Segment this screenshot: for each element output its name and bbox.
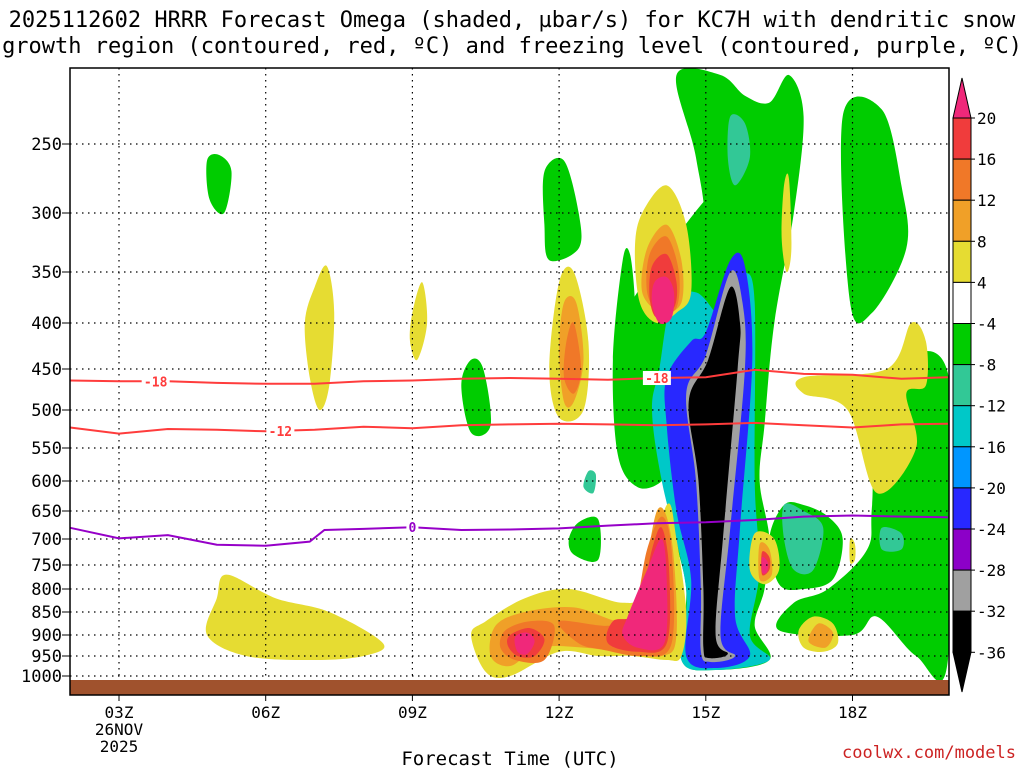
y-tick-label: 850 [31, 603, 62, 623]
colorbar-label: 20 [977, 109, 996, 128]
omega-region [568, 516, 601, 562]
terrain [70, 680, 949, 695]
colorbar-label: -8 [977, 356, 996, 375]
x-tick-label: 12Z [545, 703, 574, 722]
omega-region [879, 526, 904, 552]
omega-region [781, 173, 792, 273]
x-tick-date: 26NOV [95, 720, 144, 739]
contour-0 [70, 514, 948, 547]
omega-region [849, 538, 856, 564]
omega-region [688, 286, 741, 659]
colorbar-label: -36 [977, 643, 1006, 662]
omega-region [651, 276, 675, 325]
colorbar-label: -4 [977, 315, 996, 334]
x-tick-label: 18Z [838, 703, 867, 722]
colorbar-segment [952, 323, 972, 366]
omega-region [205, 574, 385, 661]
colorbar-segment [952, 281, 972, 324]
omega-region [583, 470, 597, 494]
y-tick-label: 1000 [21, 667, 62, 687]
colorbar: 20 16 12 8 4 -4 -8 -12 -16 -20 -24 -28 -32 -36 [952, 77, 1006, 693]
credit-text: coolwx.com/models [842, 743, 1016, 763]
contour-label: -12 [269, 425, 292, 440]
contour-label-bg [141, 374, 170, 389]
y-tick-label: 700 [31, 530, 62, 550]
colorbar-segment [952, 569, 972, 612]
x-tick-label: 09Z [398, 703, 427, 722]
omega-region [622, 538, 668, 651]
contour-label: -18 [144, 375, 168, 390]
grid [70, 68, 949, 695]
x-tick-label: 15Z [691, 703, 720, 722]
omega-region [409, 282, 428, 361]
colorbar-label: -20 [977, 479, 1006, 498]
colorbar-segment [952, 610, 972, 653]
omega-region [761, 556, 769, 574]
omega-region [563, 322, 582, 394]
x-tick-year: 2025 [100, 737, 139, 756]
x-axis-title: Forecast Time (UTC) [401, 748, 618, 768]
y-tick-label: 900 [31, 626, 62, 646]
y-tick-label: 950 [31, 647, 62, 667]
omega-fills [205, 68, 949, 682]
colorbar-segment [952, 240, 972, 283]
colorbar-label: -24 [977, 520, 1006, 539]
omega-region [542, 157, 582, 262]
colorbar-label: 12 [977, 191, 996, 210]
y-tick-label: 300 [31, 204, 62, 224]
omega-region [514, 632, 535, 655]
y-tick-label: 650 [31, 502, 62, 522]
y-tick-label: 250 [31, 135, 62, 155]
colorbar-label: -16 [977, 438, 1006, 457]
omega-region [808, 623, 834, 648]
y-tick-label: 550 [31, 439, 62, 459]
omega-region [304, 265, 335, 411]
contour-label: 0 [408, 521, 416, 536]
omega-region [206, 154, 232, 215]
y-axis: 250 300 350 400 450 500 550 600 650 700 750 800 850 9… [21, 135, 70, 687]
colorbar-segment [952, 117, 972, 160]
plot-frame [69, 67, 950, 696]
omega-region [795, 322, 929, 494]
colorbar-label: -32 [977, 602, 1006, 621]
colorbar-label: 8 [977, 232, 987, 251]
contour-label: -18 [645, 372, 669, 387]
omega-region [840, 96, 909, 324]
y-tick-label: 450 [31, 360, 62, 380]
contour-label-bg [406, 520, 419, 535]
colorbar-label: -12 [977, 397, 1006, 416]
contours: -18 -18 -12 0 [70, 368, 948, 547]
chart-title-line1: 2025112602 HRRR Forecast Omega (shaded, … [8, 8, 1016, 33]
colorbar-segment [952, 446, 972, 489]
y-tick-label: 600 [31, 472, 62, 492]
colorbar-segment [952, 199, 972, 242]
omega-region [727, 114, 751, 186]
chart-title-line2: growth region (contoured, red, ºC) and f… [2, 34, 1022, 59]
contour-label-bg [642, 371, 671, 386]
colorbar-segment [952, 487, 972, 530]
colorbar-segment [952, 405, 972, 448]
y-tick-label: 800 [31, 580, 62, 600]
colorbar-segment [952, 364, 972, 407]
y-tick-label: 400 [31, 314, 62, 334]
contour--18 [70, 368, 948, 385]
colorbar-segment [952, 158, 972, 201]
colorbar-segment [952, 528, 972, 571]
y-tick-label: 350 [31, 263, 62, 283]
y-tick-label: 500 [31, 401, 62, 421]
terrain-band [70, 680, 949, 695]
x-tick-label: 06Z [251, 703, 280, 722]
contour--12 [70, 421, 948, 435]
colorbar-top-arrow [952, 77, 972, 119]
colorbar-label: 4 [977, 273, 987, 292]
contour-label-bg [266, 423, 295, 438]
colorbar-label: -28 [977, 561, 1006, 580]
colorbar-label: 16 [977, 150, 996, 169]
y-tick-label: 750 [31, 556, 62, 576]
x-tick-label: 03Z [105, 703, 134, 722]
colorbar-bottom-arrow [952, 651, 972, 693]
